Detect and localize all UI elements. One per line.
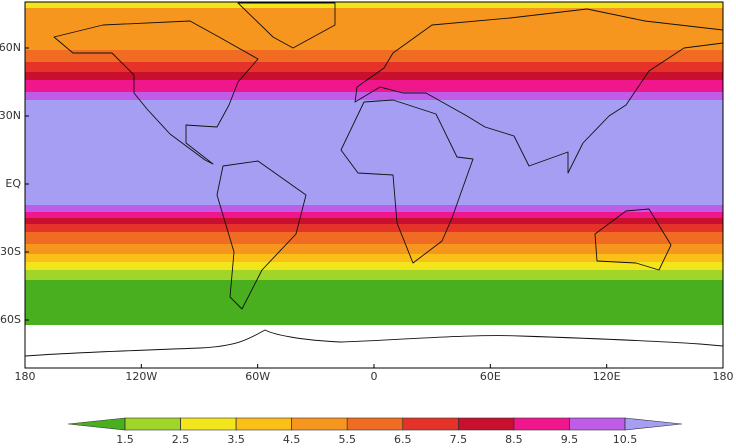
field-band bbox=[25, 8, 723, 50]
field-band bbox=[25, 205, 723, 212]
colorbar: 1.5 2.5 3.5 4.5 5.5 6.5 7.5 8.5 9.5 10.5 bbox=[67, 417, 683, 446]
colorbar-segment bbox=[346, 417, 404, 431]
colorbar-segment bbox=[124, 417, 181, 431]
y-tick-label: 30N bbox=[0, 109, 21, 122]
colorbar-tick-label: 2.5 bbox=[172, 433, 190, 446]
colorbar-segment bbox=[402, 417, 459, 431]
field-band bbox=[25, 270, 723, 280]
field-band bbox=[25, 92, 723, 100]
colorbar-segment bbox=[180, 417, 237, 431]
colorbar-tick-label: 10.5 bbox=[613, 433, 638, 446]
colorbar-tick-label: 3.5 bbox=[227, 433, 245, 446]
field-band bbox=[25, 254, 723, 262]
field-band bbox=[25, 212, 723, 218]
y-tick-label: 30S bbox=[0, 245, 21, 258]
field-band bbox=[25, 50, 723, 62]
field-band bbox=[25, 62, 723, 72]
coast-africa bbox=[340, 99, 474, 264]
field-band bbox=[25, 80, 723, 92]
colorbar-extend-high bbox=[624, 417, 683, 431]
coast-south-america bbox=[216, 160, 307, 310]
x-tick-label: 120E bbox=[593, 370, 621, 383]
field-band bbox=[25, 100, 723, 205]
x-tick-label: 180 bbox=[15, 370, 36, 383]
field-band bbox=[25, 218, 723, 224]
colorbar-tick-label: 4.5 bbox=[283, 433, 301, 446]
field-band bbox=[25, 224, 723, 232]
colorbar-tick-label: 7.5 bbox=[450, 433, 468, 446]
y-tick-label: 60S bbox=[0, 313, 21, 326]
x-tick-label: 0 bbox=[371, 370, 378, 383]
field-band bbox=[25, 232, 723, 244]
y-tick-label: EQ bbox=[5, 177, 21, 190]
field-band bbox=[25, 280, 723, 325]
x-tick-label: 180 bbox=[713, 370, 734, 383]
x-tick-label: 120W bbox=[125, 370, 157, 383]
field bbox=[25, 2, 723, 325]
field-band bbox=[25, 262, 723, 270]
field-band bbox=[25, 72, 723, 80]
field-band bbox=[25, 2, 723, 8]
coast-antarctica bbox=[24, 329, 724, 357]
colorbar-tick-label: 1.5 bbox=[116, 433, 134, 446]
colorbar-extend-low bbox=[67, 417, 126, 431]
x-tick-label: 60E bbox=[480, 370, 501, 383]
colorbar-tick-label: 6.5 bbox=[394, 433, 412, 446]
coast-eurasia bbox=[354, 8, 724, 174]
y-tick-label: 60N bbox=[0, 41, 21, 54]
x-tick-label: 60W bbox=[245, 370, 270, 383]
coastlines bbox=[24, 2, 724, 357]
coast-greenland bbox=[237, 2, 336, 49]
colorbar-segment bbox=[513, 417, 570, 431]
coast-north-america bbox=[53, 20, 259, 165]
colorbar-segment bbox=[569, 417, 626, 431]
coast-australia bbox=[594, 208, 672, 271]
field-band bbox=[25, 244, 723, 254]
colorbar-segment bbox=[235, 417, 292, 431]
colorbar-tick-label: 9.5 bbox=[561, 433, 579, 446]
colorbar-segment bbox=[291, 417, 348, 431]
colorbar-tick-label: 8.5 bbox=[505, 433, 523, 446]
axes: 180 120W 60W 0 60E 120E 180 60N 30N EQ 30S 60S bbox=[0, 41, 734, 383]
colorbar-tick-label: 5.5 bbox=[338, 433, 356, 446]
colorbar-segment bbox=[458, 417, 515, 431]
